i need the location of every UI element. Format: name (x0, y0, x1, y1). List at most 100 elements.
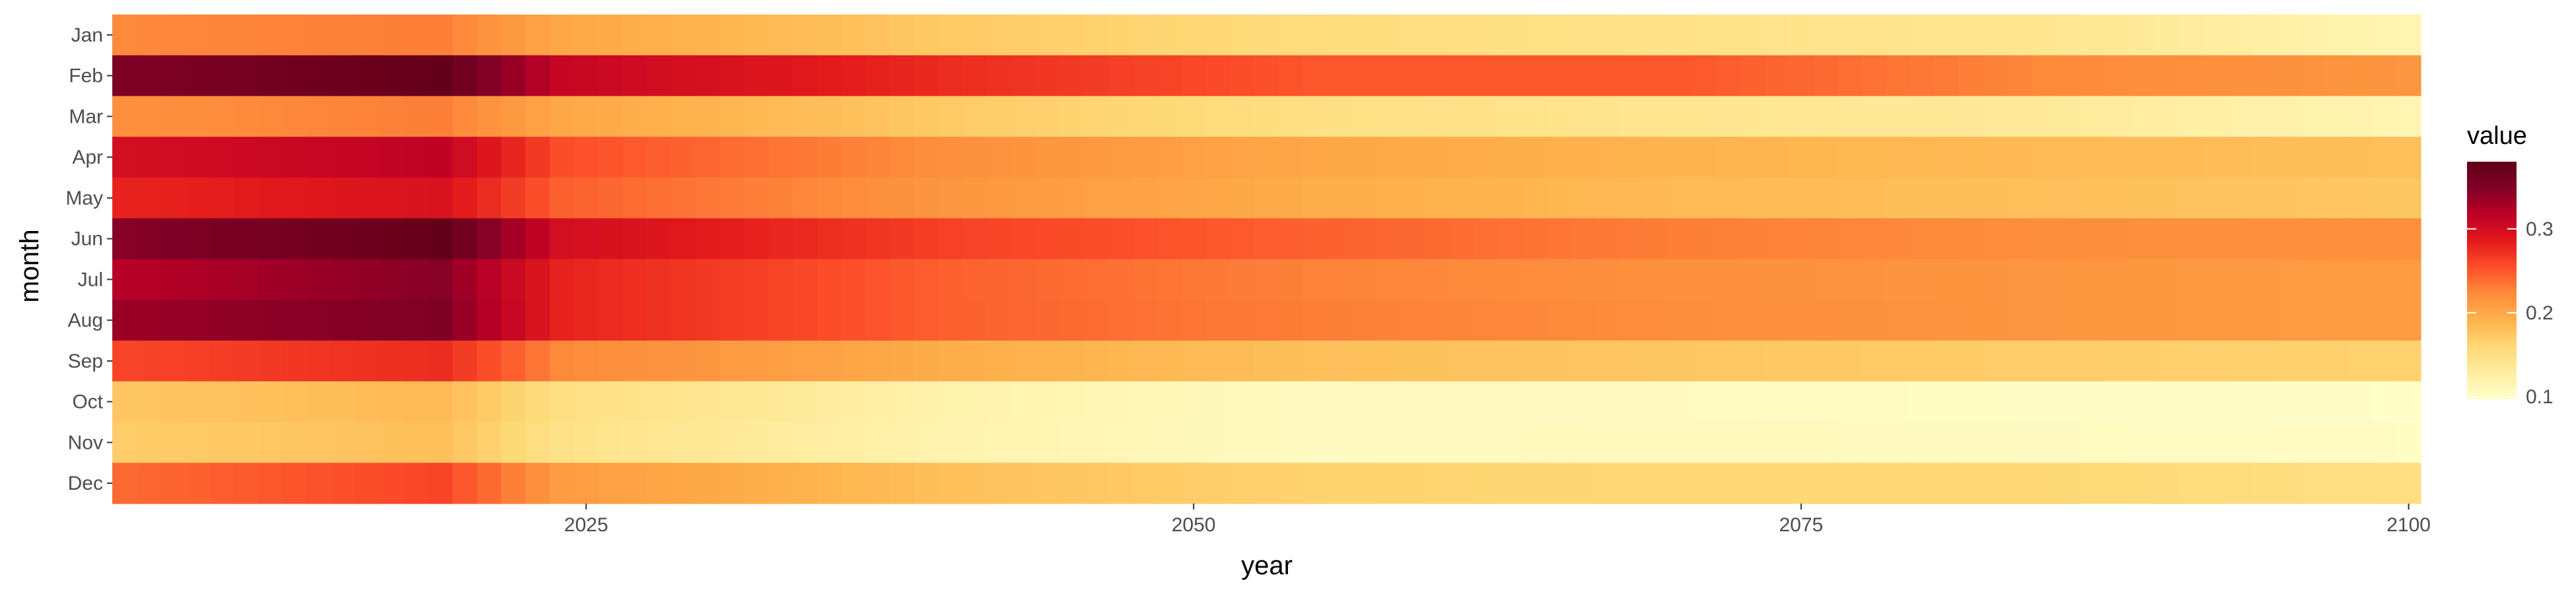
heatmap-cell (1546, 381, 1571, 423)
heatmap-cell (404, 96, 429, 137)
heatmap-cell (2129, 218, 2154, 260)
heatmap-cell (161, 422, 186, 463)
heatmap-cell (2299, 218, 2324, 260)
heatmap-cell (816, 259, 842, 300)
heatmap-cell (1618, 341, 1644, 382)
heatmap-cell (1716, 55, 1741, 97)
heatmap-cell (962, 55, 988, 97)
heatmap-cell (2129, 259, 2154, 300)
heatmap-cell (2275, 422, 2300, 463)
heatmap-cell (841, 300, 867, 341)
heatmap-cell (185, 300, 210, 341)
heatmap-cell (768, 178, 793, 219)
heatmap-cell (598, 422, 624, 463)
heatmap-cell (525, 55, 550, 97)
heatmap-cell (1716, 15, 1741, 56)
heatmap-cell (161, 178, 186, 219)
heatmap-cell (1059, 137, 1085, 178)
heatmap-cell (1618, 422, 1644, 463)
heatmap-cell (1278, 381, 1304, 423)
heatmap-cell (2201, 15, 2227, 56)
heatmap-cell (1910, 96, 1935, 137)
heatmap-cell (1157, 300, 1182, 341)
heatmap-cell (185, 422, 210, 463)
heatmap-cell (161, 96, 186, 137)
x-tick-label: 2075 (1779, 514, 1823, 536)
heatmap-cell (1789, 178, 1814, 219)
heatmap-cell (1983, 381, 2009, 423)
heatmap-cell (987, 463, 1012, 504)
heatmap-cell (1667, 463, 1692, 504)
heatmap-cell (525, 300, 550, 341)
heatmap-cell (2372, 178, 2397, 219)
heatmap-cell (136, 422, 162, 463)
heatmap-cell (1521, 178, 1547, 219)
heatmap-cell (233, 463, 259, 504)
heatmap-cell (209, 55, 234, 97)
heatmap-cell (1473, 463, 1498, 504)
heatmap-cell (2129, 341, 2154, 382)
heatmap-cell (428, 96, 453, 137)
heatmap-cell (574, 300, 599, 341)
heatmap-cell (816, 463, 842, 504)
heatmap-cell (574, 178, 599, 219)
heatmap-cell (1205, 341, 1231, 382)
heatmap-cell (1303, 55, 1328, 97)
heatmap-cell (914, 422, 939, 463)
heatmap-cell (1716, 422, 1741, 463)
heatmap-cell (1473, 137, 1498, 178)
heatmap-cell (841, 463, 867, 504)
heatmap-cell (258, 55, 283, 97)
heatmap-cell (1618, 137, 1644, 178)
heatmap-cell (2129, 137, 2154, 178)
heatmap-cell (1473, 381, 1498, 423)
heatmap-cell (355, 178, 380, 219)
heatmap-cell (428, 259, 453, 300)
heatmap-cell (112, 15, 137, 56)
heatmap-cell (1959, 341, 1984, 382)
heatmap-cell (1133, 178, 1158, 219)
heatmap-cell (1278, 15, 1304, 56)
heatmap-cell (209, 259, 234, 300)
heatmap-cell (2396, 15, 2421, 56)
heatmap-cell (1716, 300, 1741, 341)
heatmap-cell (2347, 55, 2373, 97)
heatmap-cell (112, 55, 137, 97)
heatmap-cell (695, 463, 721, 504)
heatmap-cell (1716, 463, 1741, 504)
heatmap-cell (719, 178, 745, 219)
heatmap-cell (2226, 218, 2252, 260)
legend-tick-label: 0.3 (2526, 218, 2554, 240)
heatmap-cell (1400, 96, 1425, 137)
heatmap-cell (1570, 96, 1595, 137)
heatmap-cell (622, 463, 647, 504)
heatmap-cell (1473, 15, 1498, 56)
heatmap-cell (1716, 259, 1741, 300)
heatmap-cell (428, 55, 453, 97)
heatmap-cell (1254, 137, 1279, 178)
heatmap-cell (1230, 137, 1255, 178)
heatmap-cell (2250, 300, 2275, 341)
heatmap-cell (744, 137, 769, 178)
heatmap-cell (1157, 218, 1182, 260)
heatmap-cell (1861, 422, 1887, 463)
y-tick-label: Mar (69, 106, 103, 127)
heatmap-cell (306, 463, 332, 504)
heatmap-cell (890, 300, 915, 341)
heatmap-cell (890, 381, 915, 423)
heatmap-cell (962, 96, 988, 137)
heatmap-cell (2323, 218, 2349, 260)
heatmap-cell (1789, 96, 1814, 137)
heatmap-cell (1181, 55, 1207, 97)
heatmap-cell (2007, 55, 2032, 97)
heatmap-cell (1084, 463, 1109, 504)
heatmap-cell (671, 137, 696, 178)
heatmap-cell (1157, 137, 1182, 178)
heatmap-cell (671, 341, 696, 382)
heatmap-cell (501, 55, 526, 97)
heatmap-cell (671, 463, 696, 504)
heatmap-cell (1643, 381, 1668, 423)
heatmap-cell (1886, 218, 1912, 260)
heatmap-cell (550, 96, 575, 137)
heatmap-cell (816, 15, 842, 56)
